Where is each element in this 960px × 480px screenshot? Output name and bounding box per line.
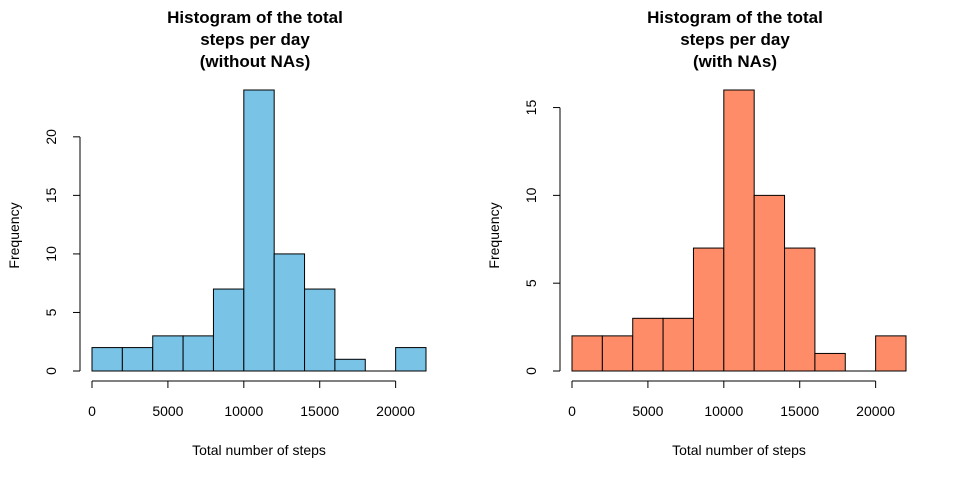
histogram-bar — [182, 335, 214, 372]
chart-title-line: steps per day — [680, 30, 790, 49]
chart-title-line: steps per day — [200, 30, 310, 49]
histogram-bar — [212, 288, 245, 372]
x-tick-label: 15000 — [300, 403, 339, 419]
x-tick-label: 0 — [88, 403, 96, 419]
chart-title-line: (with NAs) — [693, 52, 777, 71]
histogram-bar — [571, 335, 603, 372]
chart-title-line: Histogram of the total — [167, 8, 343, 27]
y-axis-label: Frequency — [6, 202, 22, 268]
histogram-bar — [91, 347, 123, 372]
x-tick-label: 5000 — [152, 403, 183, 419]
histogram-bar — [784, 247, 816, 372]
x-axis-label: Total number of steps — [192, 442, 326, 458]
y-tick-label: 5 — [523, 279, 539, 287]
y-tick-label: 10 — [523, 187, 539, 203]
histogram-bar — [753, 194, 786, 372]
y-tick-label: 0 — [523, 367, 539, 375]
x-tick-label: 10000 — [704, 403, 743, 419]
y-tick-label: 5 — [43, 308, 59, 316]
histogram-bar — [395, 347, 427, 372]
x-axis-label: Total number of steps — [672, 442, 806, 458]
histogram-bar — [814, 352, 846, 372]
histogram-bar — [692, 247, 725, 372]
histogram-bar — [304, 288, 336, 372]
histogram-panel-with-nas: Histogram of the total steps per day (with… — [486, 8, 907, 458]
histogram-bar — [243, 89, 275, 372]
chart-title-line: Histogram of the total — [647, 8, 823, 27]
x-tick-label: 10000 — [224, 403, 263, 419]
histogram-panel-without-nas: Histogram of the total steps per day (with… — [6, 8, 427, 458]
y-tick-label: 15 — [523, 100, 539, 116]
y-tick-label: 10 — [43, 246, 59, 262]
x-tick-label: 5000 — [632, 403, 663, 419]
histogram-bar — [334, 358, 366, 372]
histogram-bar — [601, 335, 634, 372]
y-tick-label: 0 — [43, 367, 59, 375]
histogram-bar — [121, 347, 154, 372]
histogram-bar — [875, 335, 907, 372]
histogram-bar — [662, 317, 694, 372]
chart-title-line: (without NAs) — [200, 52, 310, 71]
x-tick-label: 0 — [568, 403, 576, 419]
histogram-bar — [273, 253, 306, 372]
x-tick-label: 15000 — [780, 403, 819, 419]
histogram-bar — [723, 89, 755, 372]
y-axis-label: Frequency — [486, 202, 502, 268]
y-tick-label: 20 — [43, 129, 59, 145]
y-tick-label: 15 — [43, 187, 59, 203]
histogram-bar — [152, 335, 184, 372]
histogram-bar — [632, 317, 664, 372]
x-tick-label: 20000 — [856, 403, 895, 419]
x-tick-label: 20000 — [376, 403, 415, 419]
